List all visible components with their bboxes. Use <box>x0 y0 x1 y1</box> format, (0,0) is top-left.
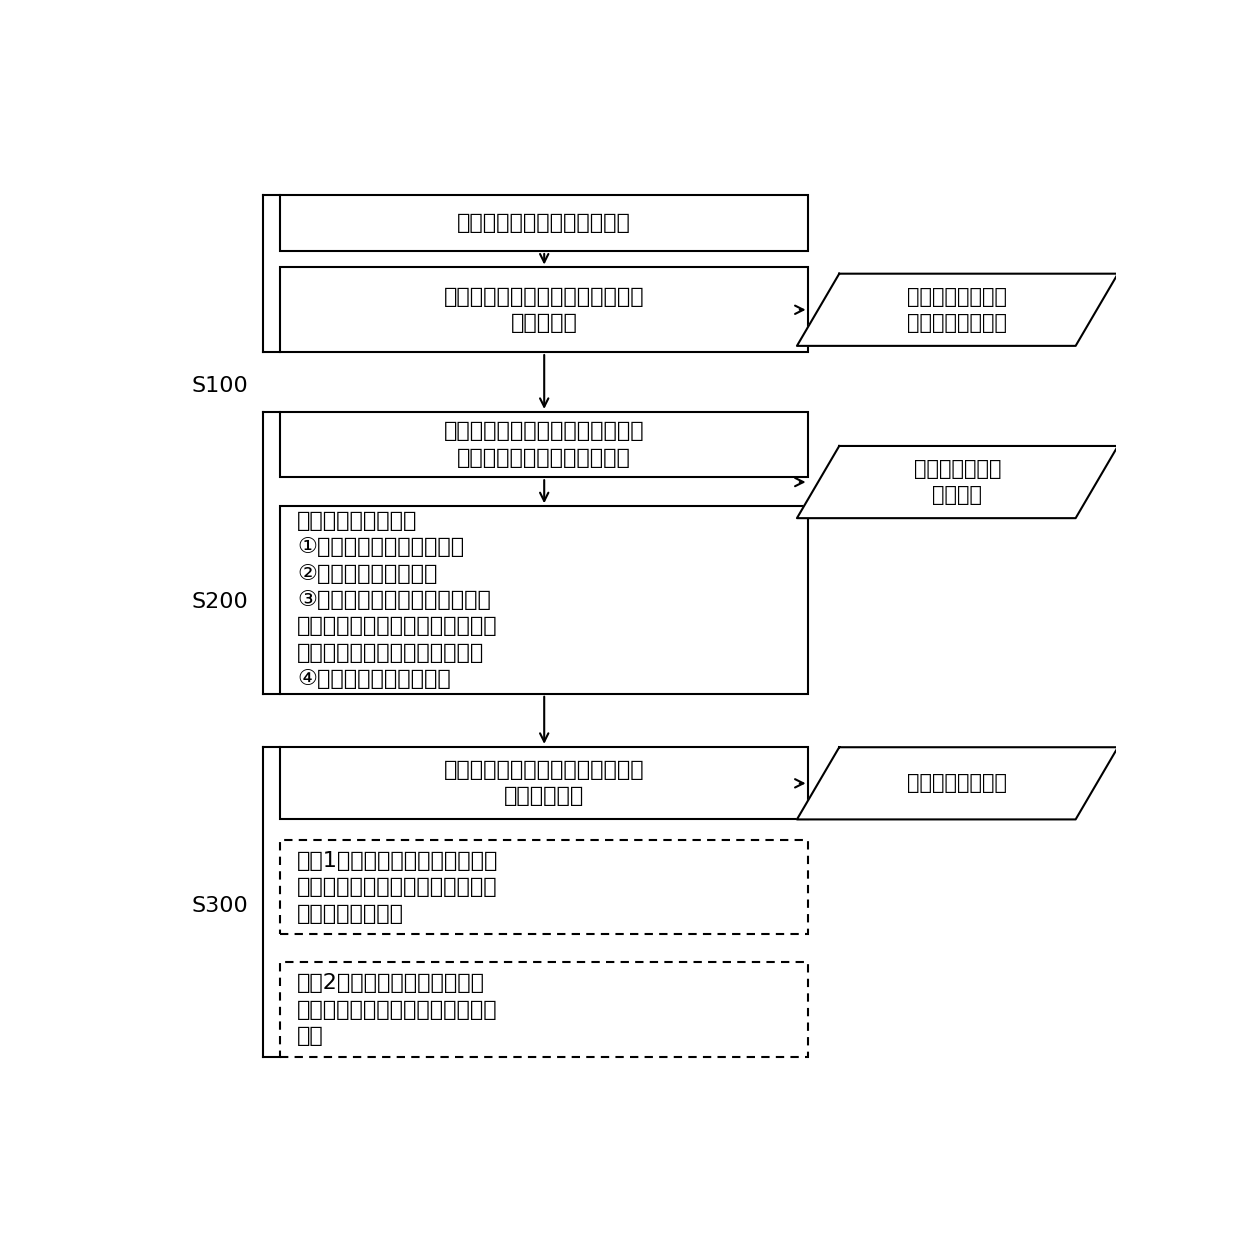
Text: 多场景下新能源供应系统优化运行
控制策略选择: 多场景下新能源供应系统优化运行 控制策略选择 <box>444 760 645 806</box>
Text: 试点区牵引负荷预测（测算负荷均
值、峰值）: 试点区牵引负荷预测（测算负荷均 值、峰值） <box>444 286 645 332</box>
Polygon shape <box>797 748 1118 820</box>
Text: 确定新能源供应系统的试点区: 确定新能源供应系统的试点区 <box>458 214 631 234</box>
Bar <box>280 746 808 819</box>
Bar <box>280 962 808 1056</box>
Bar <box>280 411 808 478</box>
Text: S300: S300 <box>191 895 248 915</box>
Text: 电气化铁路运行图
往日负荷功率曲线: 电气化铁路运行图 往日负荷功率曲线 <box>908 286 1007 332</box>
Text: 装机容量约束条件：
①新能源有效时段消纳量；
②实现牵引负荷削峰；
③考虑极端条件下，即新能源供
应装置不工作时，所设计系统不影
响牵引供电系统安全稳定运行；
: 装机容量约束条件： ①新能源有效时段消纳量； ②实现牵引负荷削峰； ③考虑极端条… <box>298 511 497 689</box>
Bar <box>280 195 808 251</box>
Text: S200: S200 <box>191 592 248 612</box>
Text: 新能源出力与牵引负荷匹配分析，
确定新能源供应系统装机容量: 新能源出力与牵引负荷匹配分析， 确定新能源供应系统装机容量 <box>444 421 645 468</box>
Text: 应用地区政策规划: 应用地区政策规划 <box>908 774 1007 794</box>
Bar <box>280 268 808 352</box>
Text: 场景1：应用地区不支持反送电能
优先为牵引负荷供电、余量通过能
量转换装置消纳。: 场景1：应用地区不支持反送电能 优先为牵引负荷供电、余量通过能 量转换装置消纳。 <box>298 851 498 924</box>
Text: 应用地区新能源
资源状况: 应用地区新能源 资源状况 <box>914 459 1001 505</box>
Text: S100: S100 <box>191 376 248 396</box>
Polygon shape <box>797 274 1118 346</box>
Bar <box>280 840 808 935</box>
Text: 场景2：应用地区支持反送电能
优先为牵引负荷供电、余量全部上
网；: 场景2：应用地区支持反送电能 优先为牵引负荷供电、余量全部上 网； <box>298 972 497 1046</box>
Bar <box>280 506 808 694</box>
Polygon shape <box>797 446 1118 519</box>
